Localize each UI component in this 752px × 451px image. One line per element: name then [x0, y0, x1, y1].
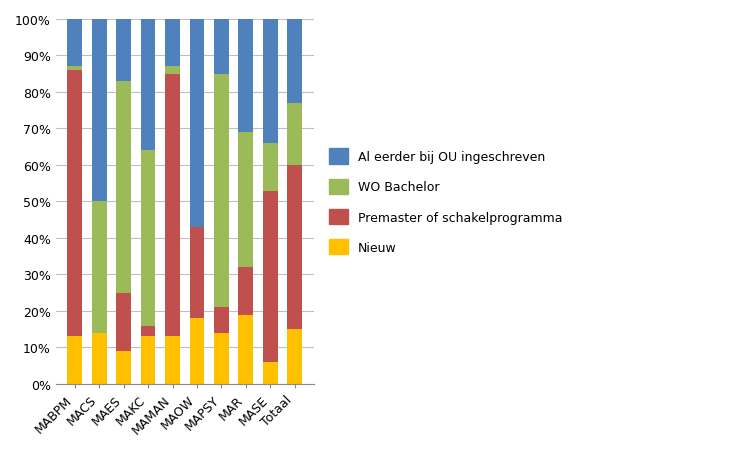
Bar: [190, 227, 205, 318]
Bar: [165, 67, 180, 74]
Bar: [117, 82, 131, 293]
Bar: [287, 20, 302, 104]
Bar: [117, 20, 131, 82]
Bar: [263, 144, 277, 191]
Bar: [141, 20, 156, 151]
Bar: [238, 315, 253, 384]
Bar: [165, 20, 180, 67]
Bar: [214, 333, 229, 384]
Bar: [92, 333, 107, 384]
Bar: [287, 166, 302, 330]
Bar: [165, 74, 180, 337]
Bar: [68, 67, 82, 71]
Bar: [141, 151, 156, 326]
Bar: [141, 337, 156, 384]
Bar: [287, 330, 302, 384]
Bar: [68, 20, 82, 67]
Bar: [214, 20, 229, 74]
Bar: [238, 20, 253, 133]
Bar: [238, 133, 253, 267]
Bar: [165, 337, 180, 384]
Bar: [238, 267, 253, 315]
Bar: [117, 293, 131, 351]
Bar: [190, 318, 205, 384]
Bar: [287, 104, 302, 166]
Bar: [263, 191, 277, 362]
Bar: [68, 71, 82, 337]
Bar: [214, 308, 229, 333]
Bar: [92, 202, 107, 333]
Bar: [263, 362, 277, 384]
Bar: [68, 337, 82, 384]
Bar: [263, 20, 277, 144]
Bar: [190, 20, 205, 227]
Bar: [214, 74, 229, 308]
Bar: [92, 20, 107, 202]
Bar: [117, 351, 131, 384]
Bar: [141, 326, 156, 337]
Legend: Al eerder bij OU ingeschreven, WO Bachelor, Premaster of schakelprogramma, Nieuw: Al eerder bij OU ingeschreven, WO Bachel…: [323, 143, 569, 261]
